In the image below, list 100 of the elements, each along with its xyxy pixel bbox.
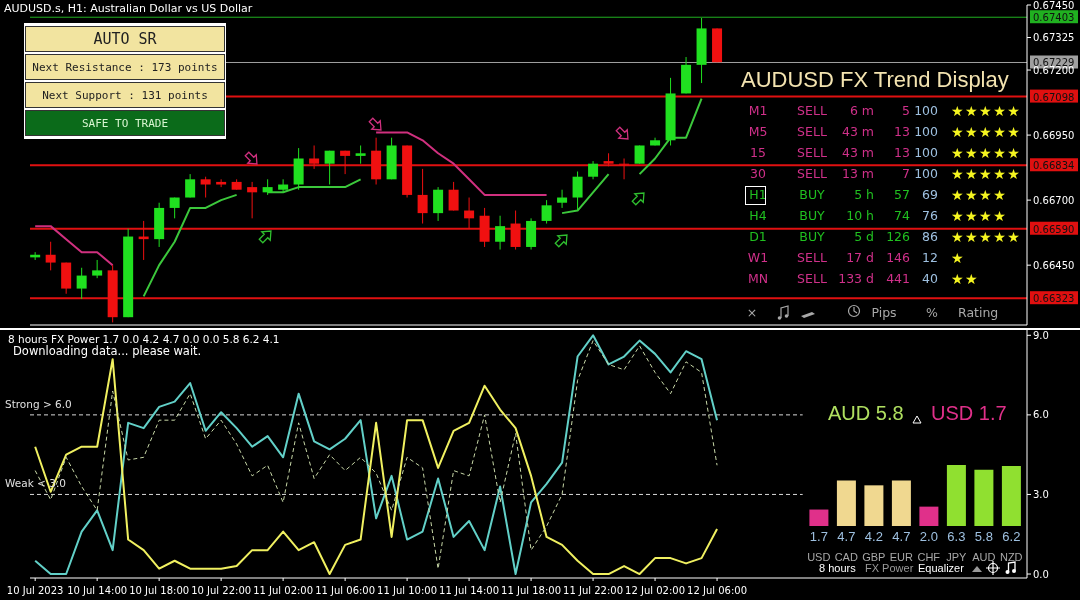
annotation: SELL xyxy=(796,145,828,161)
annotation: 74 xyxy=(893,208,910,224)
annotation: 133 d xyxy=(837,271,874,287)
x-tick-label: 11 Jul 14:00 xyxy=(439,585,500,596)
candlestick xyxy=(247,181,258,219)
annotation: 126 xyxy=(885,229,910,245)
annotation: BUY xyxy=(798,208,826,224)
annotation: M5 xyxy=(747,124,769,140)
x-tick-label: 12 Jul 02:00 xyxy=(625,585,686,596)
candlestick xyxy=(541,199,552,225)
ref-line-label: 0.67403 xyxy=(1033,12,1075,24)
candlestick xyxy=(619,158,630,180)
annotation: Pips xyxy=(870,305,898,321)
x-tick-label: 11 Jul 06:00 xyxy=(315,585,376,596)
annotation: 13 m xyxy=(840,166,874,182)
candlestick xyxy=(324,150,335,186)
data-label: 6.3 xyxy=(947,529,966,544)
annotation: 146 xyxy=(885,250,910,266)
y-tick-label: 0.66450 xyxy=(1033,259,1075,271)
annotation: 43 m xyxy=(840,145,874,161)
candlestick xyxy=(200,176,211,199)
x-tick-label: CAD xyxy=(834,551,858,563)
y-tick-label: 0.0 xyxy=(1033,568,1049,580)
annotation: ★★★★★ xyxy=(951,229,1023,245)
ref-line-label: 0.66590 xyxy=(1033,223,1075,235)
bar xyxy=(809,509,829,526)
candlestick xyxy=(309,144,320,170)
text: AUDUSD FX Trend Display xyxy=(741,67,1009,92)
annotation: H4 xyxy=(748,208,768,224)
y-tick-label: 0.66950 xyxy=(1033,129,1075,141)
x-tick-label: 12 Jul 06:00 xyxy=(687,585,748,596)
annotation: SAFE TO TRADE xyxy=(25,110,225,136)
x-tick-label: 11 Jul 18:00 xyxy=(501,585,562,596)
candlestick xyxy=(464,197,475,230)
bar xyxy=(1001,465,1021,526)
x-tick-label: NZD xyxy=(999,551,1023,563)
annotation: ★★ xyxy=(951,271,981,287)
y-tick-label: 3.0 xyxy=(1033,489,1049,500)
x-tick-label: CHF xyxy=(917,551,941,563)
data-label: 4.7 xyxy=(892,529,911,544)
annotation: AUTO SR xyxy=(25,26,225,52)
annotation: 100 xyxy=(914,103,938,118)
candlestick xyxy=(185,173,196,199)
annotation: 12 xyxy=(922,250,938,265)
annotation: BUY xyxy=(798,187,826,203)
annotation: 43 m xyxy=(840,124,874,140)
annotation: ★★★★ xyxy=(951,187,1009,203)
bar xyxy=(864,485,884,526)
annotation: ★ xyxy=(951,250,967,266)
candlestick xyxy=(216,178,227,188)
x-tick-label: 10 Jul 14:00 xyxy=(67,585,128,596)
candlestick xyxy=(634,144,645,165)
x-tick-label: 11 Jul 02:00 xyxy=(253,585,314,596)
candlestick xyxy=(278,178,289,193)
annotation: Downloading data... please wait. xyxy=(13,344,202,358)
annotation: ★★★★★ xyxy=(951,166,1023,182)
data-label: 5.8 xyxy=(974,529,993,544)
y-tick-label: 9.0 xyxy=(1033,329,1049,341)
candlestick xyxy=(588,160,599,180)
ref-line-label: 0.67098 xyxy=(1033,91,1075,103)
annotation: 6 m xyxy=(848,103,874,119)
x-tick-label: 11 Jul 22:00 xyxy=(563,585,624,596)
y-tick-label: 0.66700 xyxy=(1033,194,1075,206)
annotation: SELL xyxy=(796,103,828,119)
candlestick xyxy=(495,215,506,251)
annotation: 100 xyxy=(914,145,938,160)
annotation: 76 xyxy=(922,208,938,223)
x-tick-label: JPY xyxy=(946,551,967,563)
annotation: USD 1.7 xyxy=(931,402,1007,425)
annotation: 5 h xyxy=(853,187,874,203)
annotation: 13 xyxy=(893,145,910,161)
candlestick xyxy=(76,267,87,300)
bar xyxy=(974,469,994,526)
candlestick xyxy=(355,144,366,165)
data-label: 2.0 xyxy=(919,529,938,544)
annotation: AUD 5.8 xyxy=(828,402,904,425)
ref-line-label: 0.66323 xyxy=(1033,293,1075,305)
x-tick-label: 11 Jul 10:00 xyxy=(377,585,438,596)
annotation: 100 xyxy=(914,124,938,139)
y-tick-label: 0.67325 xyxy=(1033,32,1075,44)
chart-title: AUDUSD.s, H1: Australian Dollar vs US Dollar xyxy=(4,2,253,15)
annotation: 15 xyxy=(749,145,767,161)
bar xyxy=(919,506,939,526)
x-tick-label: GBP xyxy=(862,551,886,563)
candlestick xyxy=(557,189,568,209)
annotation: 100 xyxy=(914,166,938,181)
annotation: SELL xyxy=(796,271,828,287)
bar xyxy=(891,480,911,526)
y-tick-label: 0.67450 xyxy=(1033,0,1075,11)
annotation: 5 xyxy=(901,103,910,119)
candlestick xyxy=(433,186,444,222)
annotation: × xyxy=(745,305,759,321)
annotation: ★★★★★ xyxy=(951,124,1023,140)
annotation: 57 xyxy=(893,187,910,203)
annotation: W1 xyxy=(746,250,770,266)
annotation: SELL xyxy=(796,250,828,266)
annotation: 10 h xyxy=(845,208,874,224)
annotation: SELL xyxy=(796,124,828,140)
candlestick xyxy=(510,210,521,251)
data-label: 4.2 xyxy=(864,529,883,544)
